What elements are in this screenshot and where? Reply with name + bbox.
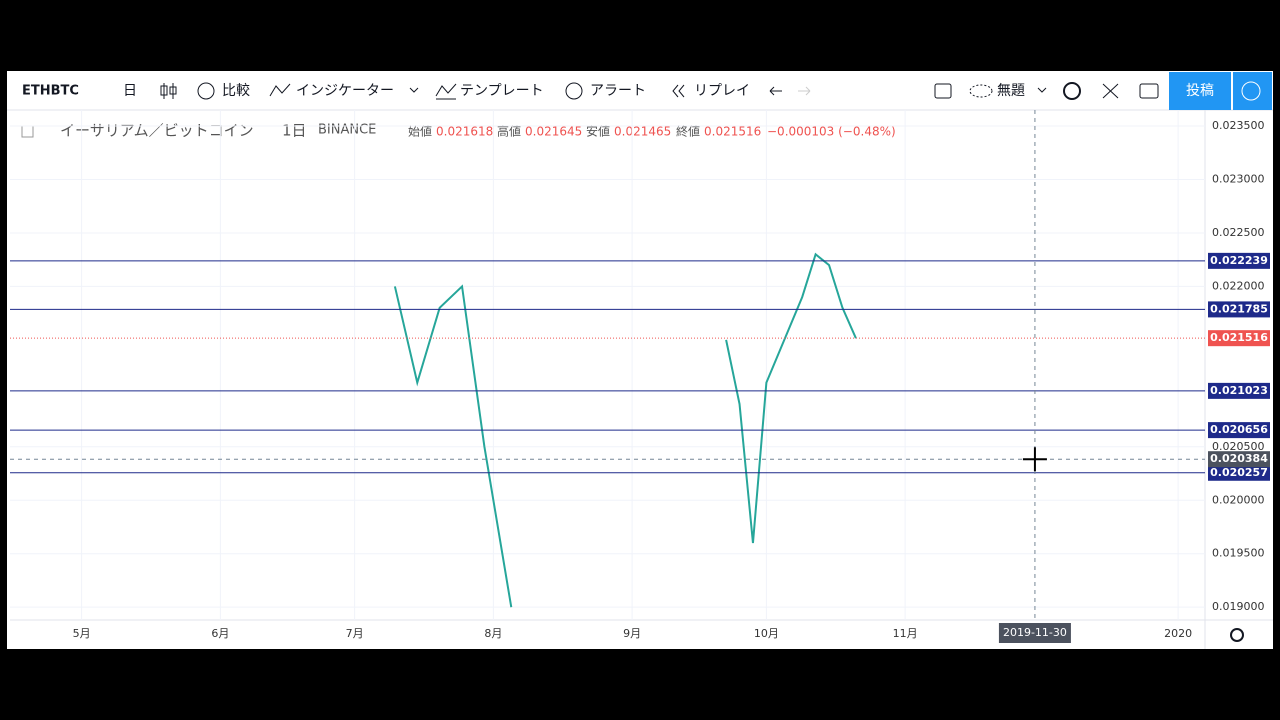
legend-interval: 1日 [282,122,307,140]
undo-button[interactable] [769,86,782,96]
snapshot-button[interactable] [1139,83,1159,99]
price-badge-label: 0.020257 [1210,466,1268,479]
price-badge [1208,422,1270,439]
symbol[interactable]: ETHBTC [22,84,79,99]
y-tick-label: 0.022000 [1212,279,1265,292]
axis-settings-button[interactable] [1230,628,1244,642]
alert-icon[interactable] [565,82,583,100]
plot-area [10,110,1205,620]
layout-button[interactable] [934,83,952,99]
x-tick-label: 6月 [211,627,229,640]
price-badge [1208,301,1270,318]
stream-button[interactable] [1233,72,1272,110]
high-value: 0.021645 [525,125,582,139]
change-value: −0.000103 (−0.48%) [767,125,896,139]
alert-button[interactable]: アラート [590,83,646,99]
legend-ohlc: 始値 0.021618 高値 0.021645 安値 0.021465 終値 0… [408,124,896,139]
overlay: 0.023500 0.023000 0.022500 0.022000 0.020500… [73,119,1270,643]
y-tick-label: 0.019000 [1212,600,1265,613]
dropdown-arrow[interactable] [1037,87,1047,93]
settings-button[interactable] [1063,82,1081,100]
compare-icon[interactable] [197,82,215,100]
layout-name[interactable]: 無題 [997,83,1025,99]
price-badge [1208,382,1270,399]
price-badge [1208,464,1270,481]
template-icon[interactable] [435,83,457,100]
x-tick-label: 11月 [893,627,918,640]
publish-button-bg[interactable] [1169,72,1231,110]
y-tick-label: 0.020000 [1212,493,1265,506]
low-label: 安値 [586,124,610,139]
stream-icon[interactable] [1241,81,1261,101]
crosshair-price-badge [1208,451,1270,468]
x-tick-label: 9月 [623,627,641,640]
fullscreen-button[interactable] [1102,83,1119,99]
chart-window [7,71,1273,649]
legend-exchange: BINANCE [318,123,376,138]
open-label: 始値 [408,124,432,139]
y-tick-label: 0.022500 [1212,226,1265,239]
replay-icon[interactable] [672,84,685,98]
interval-button[interactable]: 日 [123,83,137,99]
redo-button[interactable] [798,86,811,96]
templates-button[interactable]: テンプレート [460,83,544,99]
replay-button[interactable]: リプレイ [694,83,750,99]
close-label: 終値 [676,124,700,139]
y-tick-label: 0.023500 [1212,119,1265,132]
x-tick-label: 5月 [73,627,91,640]
high-label: 高値 [497,124,521,139]
crosshair-cursor [1022,447,1047,472]
crosshair-price-label: 0.020384 [1210,452,1268,465]
low-value: 0.021465 [614,125,671,139]
y-tick-label: 0.020500 [1212,440,1265,453]
crosshair-time-label: 2019-11-30 [1003,626,1067,639]
indicators-button[interactable]: インジケーター [296,83,394,99]
price-line [393,252,857,608]
price-badge [1208,330,1270,347]
indicator-icon[interactable] [269,83,291,97]
compare-button[interactable]: 比較 [222,83,250,99]
price-badge-label: 0.021516 [1210,331,1268,344]
open-value: 0.021618 [436,125,493,139]
price-badge [1208,252,1270,269]
publish-button[interactable]: 投稿 [1186,83,1214,99]
x-tick-label: 8月 [484,627,502,640]
x-tick-label: 2020 [1164,627,1192,640]
close-value: 0.021516 [704,125,761,139]
y-tick-label: 0.019500 [1212,547,1265,560]
x-tick-label: 10月 [754,627,779,640]
crosshair-time-badge [998,623,1071,643]
price-badge-label: 0.021023 [1210,384,1268,397]
bar-style-icon[interactable] [160,83,177,99]
price-badge-label: 0.022239 [1210,254,1268,267]
x-tick-label: 7月 [346,627,364,640]
price-badge-label: 0.020656 [1210,423,1268,436]
dropdown-arrow[interactable] [409,87,419,93]
legend-name: イーサリアム／ビットコイン [60,122,254,140]
y-tick-label: 0.023000 [1212,172,1265,185]
cloud-icon[interactable] [969,84,993,98]
price-badge-label: 0.021785 [1210,302,1268,315]
